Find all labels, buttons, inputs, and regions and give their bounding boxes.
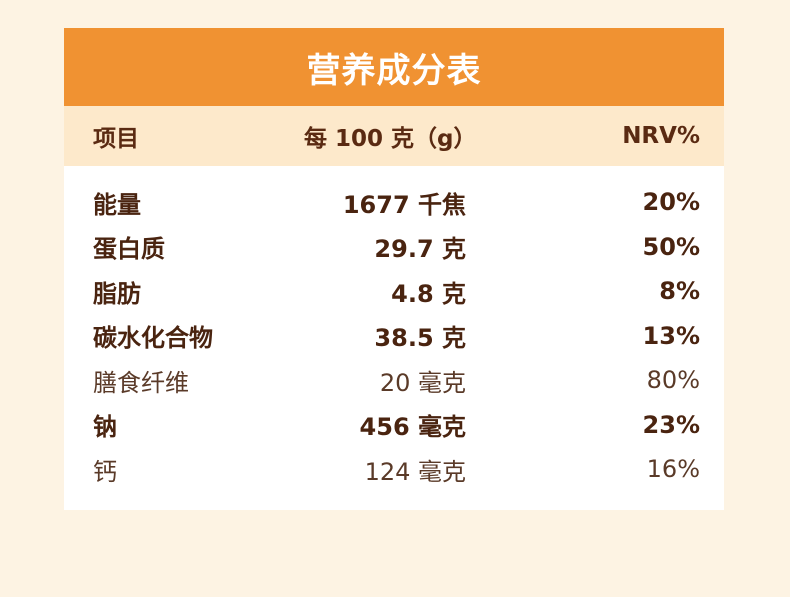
nutrient-name: 钙: [93, 457, 117, 486]
column-header-nrv: NRV%: [622, 123, 700, 149]
nutrient-nrv: 13%: [642, 321, 700, 350]
column-header-row: 项目 每 100 克（g） NRV%: [64, 106, 724, 166]
table-title: 营养成分表: [64, 28, 724, 106]
table-row: 蛋白质 29.7 克 50%: [64, 225, 724, 270]
nutrient-amount: 1677 千焦: [342, 190, 466, 219]
nutrient-nrv: 8%: [659, 277, 700, 306]
nutrient-amount: 29.7 克: [374, 235, 466, 264]
nutrient-amount: 456 毫克: [359, 413, 466, 442]
table-row: 脂肪 4.8 克 8%: [64, 269, 724, 314]
nutrition-table: 营养成分表 项目 每 100 克（g） NRV% 能量 1677 千焦 20% …: [64, 28, 724, 510]
nutrient-name: 碳水化合物: [93, 324, 213, 353]
table-body: 能量 1677 千焦 20% 蛋白质 29.7 克 50% 脂肪 4.8 克 8…: [64, 166, 724, 510]
nutrient-amount: 4.8 克: [391, 279, 466, 308]
column-header-amount: 每 100 克（g）: [304, 126, 477, 152]
nutrient-name: 能量: [93, 190, 141, 219]
nutrient-nrv: 50%: [642, 232, 700, 261]
nutrient-amount: 20 毫克: [379, 368, 466, 397]
table-row: 钠 456 毫克 23%: [64, 403, 724, 448]
nutrient-name: 膳食纤维: [93, 368, 189, 397]
nutrient-nrv: 23%: [642, 410, 700, 439]
table-row: 膳食纤维 20 毫克 80%: [64, 358, 724, 403]
nutrient-name: 钠: [93, 413, 117, 442]
nutrient-nrv: 20%: [642, 188, 700, 217]
table-row: 碳水化合物 38.5 克 13%: [64, 314, 724, 359]
nutrient-name: 蛋白质: [93, 235, 165, 264]
table-row: 钙 124 毫克 16%: [64, 447, 724, 492]
nutrient-name: 脂肪: [93, 279, 141, 308]
column-header-item: 项目: [93, 126, 139, 152]
table-row: 能量 1677 千焦 20%: [64, 180, 724, 225]
nutrient-nrv: 80%: [646, 366, 700, 395]
nutrient-amount: 124 毫克: [364, 457, 466, 486]
nutrient-amount: 38.5 克: [374, 324, 466, 353]
nutrient-nrv: 16%: [646, 455, 700, 484]
